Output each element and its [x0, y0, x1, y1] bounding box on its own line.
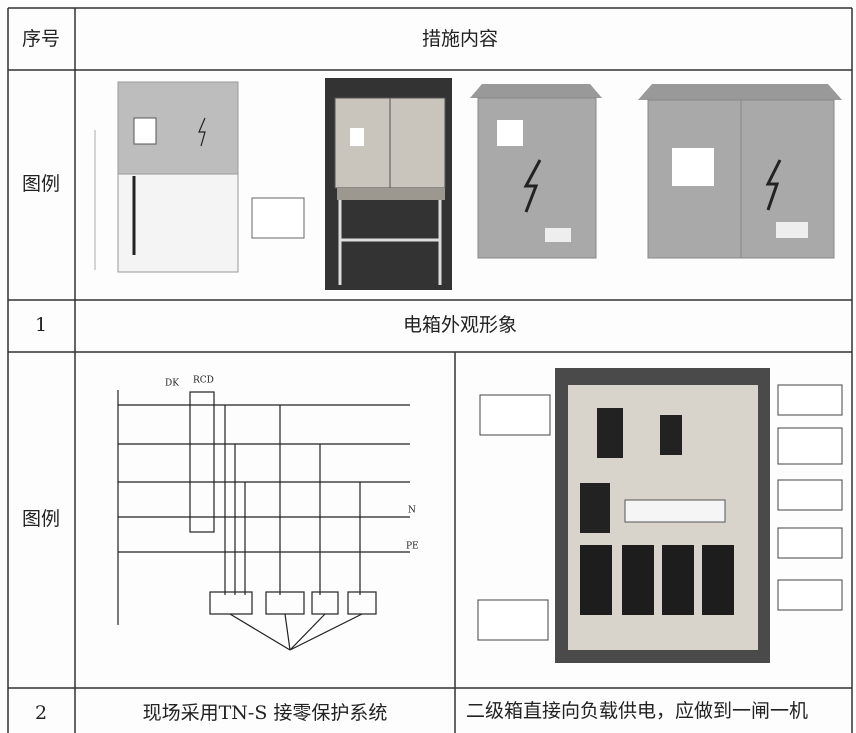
circuit-label: DK	[165, 379, 179, 389]
row-content: 二级箱直接向负载供电，应做到一闸一机	[466, 700, 808, 722]
circuit-label: N	[408, 506, 416, 516]
box-drawing	[94, 81, 305, 273]
row-label: 图例	[22, 173, 60, 195]
row-label: 图例	[22, 508, 60, 530]
row-number: 1	[35, 314, 47, 336]
circuit-label: RCD	[193, 376, 214, 386]
row-number: 2	[35, 702, 47, 724]
table-grid	[7, 7, 853, 733]
header-cell: 措施内容	[422, 28, 498, 50]
circuit-label: PE	[406, 542, 419, 552]
box-render-2	[638, 84, 842, 259]
row-content: 电箱外观形象	[403, 314, 517, 336]
panel-photo	[477, 368, 843, 663]
header-cell: 序号	[22, 28, 60, 50]
box-render-1	[470, 84, 602, 259]
box-photo	[325, 78, 452, 290]
row-content: 现场采用TN-S 接零保护系统	[143, 702, 388, 724]
circuit-diagram: DK RCD N PE	[117, 376, 419, 651]
